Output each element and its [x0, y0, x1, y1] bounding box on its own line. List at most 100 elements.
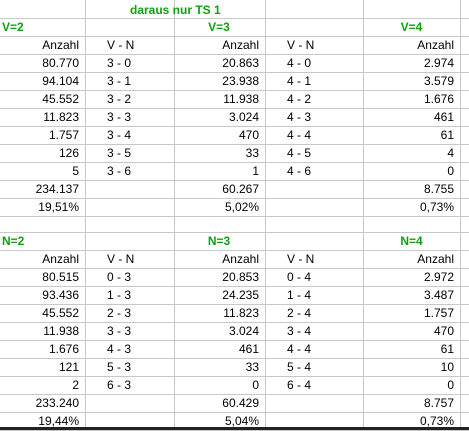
data-cell: 1.757 — [48, 128, 79, 142]
data-cell: 33 — [245, 360, 259, 374]
row-gridline — [0, 286, 469, 287]
block-title-middle: V=3 — [208, 20, 230, 34]
row-gridline — [0, 72, 469, 73]
data-cell: 3 - 3 — [107, 324, 132, 338]
column-gridline — [265, 0, 266, 427]
row-gridline — [0, 322, 469, 323]
data-cell: 4 - 1 — [287, 74, 312, 88]
data-cell: 3 - 5 — [107, 146, 132, 160]
percent-cell: 5,04% — [224, 414, 259, 428]
data-cell: 4 - 0 — [287, 56, 312, 70]
row-gridline — [0, 216, 469, 217]
row-gridline — [0, 340, 469, 341]
data-cell: 4 — [447, 146, 454, 160]
total-cell: 60.429 — [222, 396, 259, 410]
row-gridline — [0, 232, 469, 233]
data-cell: 4 - 4 — [287, 342, 312, 356]
data-cell: 3.024 — [228, 324, 259, 338]
data-cell: 1 — [252, 164, 259, 178]
data-cell: 5 - 3 — [107, 360, 132, 374]
percent-cell: 19,44% — [38, 414, 79, 428]
data-cell: 94.104 — [42, 74, 79, 88]
data-cell: 461 — [238, 342, 259, 356]
data-cell: 61 — [440, 342, 454, 356]
row-gridline — [0, 304, 469, 305]
data-cell: 3.579 — [423, 74, 454, 88]
column-header: Anzahl — [42, 38, 79, 52]
data-cell: 4 - 4 — [287, 128, 312, 142]
row-gridline — [0, 108, 469, 109]
total-cell: 8.755 — [423, 182, 454, 196]
window-bottom-edge — [0, 427, 469, 430]
data-cell: 6 - 4 — [287, 378, 312, 392]
percent-cell — [265, 198, 363, 216]
row-gridline — [0, 90, 469, 91]
block-title-right: N=4 — [400, 234, 423, 248]
total-cell: 234.137 — [35, 182, 79, 196]
row-gridline — [0, 412, 469, 413]
percent-cell: 19,51% — [38, 200, 79, 214]
total-cell — [265, 394, 363, 412]
data-cell: 2.974 — [423, 56, 454, 70]
data-cell: 2 — [72, 378, 79, 392]
data-cell: 3.487 — [423, 288, 454, 302]
data-cell: 4 - 3 — [107, 342, 132, 356]
data-cell: 3 - 6 — [107, 164, 132, 178]
data-cell: 4 - 5 — [287, 146, 312, 160]
column-header: Anzahl — [222, 252, 259, 266]
row-gridline — [0, 36, 469, 37]
row-gridline — [0, 180, 469, 181]
data-cell: 1.676 — [423, 92, 454, 106]
data-cell: 20.853 — [222, 270, 259, 284]
data-cell: 2 - 3 — [107, 306, 132, 320]
data-cell: 4 - 6 — [287, 164, 312, 178]
data-cell: 2 - 4 — [287, 306, 312, 320]
row-gridline — [0, 18, 469, 19]
data-cell: 45.552 — [42, 92, 79, 106]
column-header: V - N — [107, 38, 135, 52]
percent-cell: 0,73% — [419, 200, 454, 214]
block-title-middle: N=3 — [207, 234, 231, 248]
data-cell: 461 — [433, 110, 454, 124]
total-cell — [85, 180, 174, 198]
column-gridline — [85, 0, 86, 427]
column-header: Anzahl — [417, 38, 454, 52]
data-cell: 33 — [245, 146, 259, 160]
data-cell: 11.938 — [223, 92, 259, 106]
data-cell: 0 - 4 — [287, 270, 312, 284]
row-gridline — [0, 144, 469, 145]
data-cell: 1 - 3 — [107, 288, 132, 302]
column-gridline — [363, 0, 364, 427]
data-cell: 3 - 2 — [107, 92, 132, 106]
column-gridline — [174, 0, 175, 427]
data-cell: 0 - 3 — [107, 270, 132, 284]
total-cell: 60.267 — [222, 182, 259, 196]
column-header: Anzahl — [417, 252, 454, 266]
sheet-title: daraus nur TS 1 — [130, 3, 221, 17]
data-cell: 3 - 0 — [107, 56, 132, 70]
data-cell: 3 - 3 — [107, 110, 132, 124]
block-title-left: V=2 — [2, 20, 24, 34]
data-cell: 61 — [440, 128, 454, 142]
row-gridline — [0, 126, 469, 127]
column-header: V - N — [107, 252, 135, 266]
data-cell: 4 - 2 — [287, 92, 312, 106]
data-cell: 3 - 4 — [287, 324, 312, 338]
data-cell: 11.823 — [43, 110, 79, 124]
row-gridline — [0, 376, 469, 377]
data-cell: 0 — [447, 164, 454, 178]
total-cell — [265, 180, 363, 198]
data-cell: 121 — [58, 360, 79, 374]
data-cell: 11.938 — [43, 324, 79, 338]
row-gridline — [0, 54, 469, 55]
data-cell: 2.972 — [423, 270, 454, 284]
data-cell: 1.676 — [48, 342, 79, 356]
data-cell: 5 — [72, 164, 79, 178]
data-cell: 1.757 — [423, 306, 454, 320]
row-gridline — [0, 268, 469, 269]
data-cell: 5 - 4 — [287, 360, 312, 374]
column-header: Anzahl — [42, 252, 79, 266]
block-title-right: V=4 — [400, 20, 423, 34]
data-cell: 45.552 — [42, 306, 79, 320]
